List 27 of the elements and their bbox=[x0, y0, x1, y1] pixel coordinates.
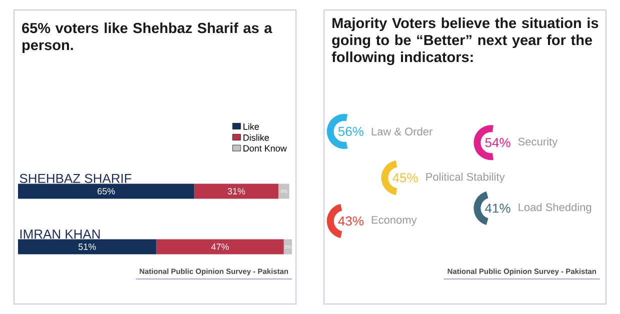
data-label: 41% bbox=[485, 204, 510, 213]
data-label: 51% bbox=[78, 244, 96, 250]
bar bbox=[278, 184, 290, 199]
data-label: 54% bbox=[485, 138, 510, 148]
legend-label: Dont Know bbox=[244, 145, 287, 152]
bar bbox=[156, 239, 284, 254]
data-label: 65% bbox=[98, 188, 115, 194]
data-label: 56% bbox=[338, 126, 364, 136]
legend-label: Like bbox=[244, 123, 259, 130]
data-label: 47% bbox=[211, 244, 229, 250]
data-label: 45% bbox=[392, 173, 418, 182]
category-label: Security bbox=[518, 137, 558, 148]
category-label: Political Stability bbox=[426, 172, 505, 183]
legend-label: Dislike bbox=[244, 134, 269, 141]
y-tick-label: IMRAN KHAN bbox=[20, 230, 100, 239]
bar bbox=[194, 184, 278, 199]
bar bbox=[18, 239, 156, 254]
category-label: Load Shedding bbox=[518, 203, 592, 214]
bar bbox=[284, 239, 292, 254]
chart-title: 65% voters like Shehbaz Sharif as a person. bbox=[22, 22, 272, 54]
text: Majority Voters believe the situation is going to be “Better” next year for the following indicators: bbox=[332, 18, 598, 66]
category-label: Economy bbox=[372, 216, 417, 226]
bar bbox=[18, 184, 194, 199]
data-label: 31% bbox=[228, 188, 246, 194]
category-label: Law & Order bbox=[372, 127, 432, 136]
data-label: 43% bbox=[338, 216, 364, 226]
y-tick-label: SHEHBAZ SHARIF bbox=[20, 174, 132, 184]
